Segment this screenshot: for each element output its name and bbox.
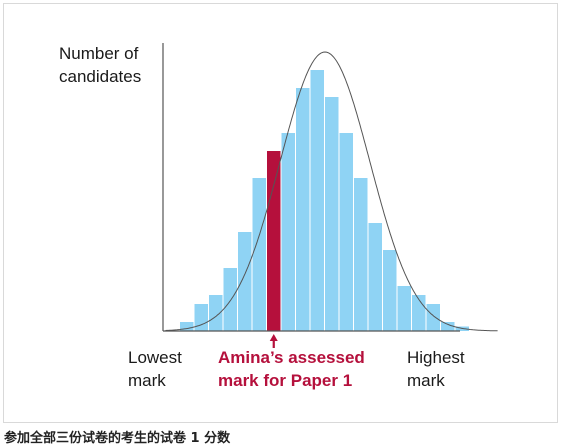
normal-curve	[165, 51, 498, 332]
histogram-bar	[354, 178, 368, 331]
histogram-bar	[209, 295, 223, 331]
histogram-bar	[426, 304, 440, 331]
histogram-bar	[397, 286, 411, 331]
histogram-bar	[383, 250, 397, 331]
histogram-bar	[281, 133, 295, 331]
histogram-bar	[441, 322, 455, 331]
histogram-bar	[296, 88, 310, 331]
y-axis-label: Number of candidates	[59, 44, 142, 86]
highest-mark-label: Highest mark	[407, 348, 465, 390]
highlight-label: Amina’s assessed mark for Paper 1	[218, 348, 365, 390]
histogram-bar	[223, 268, 237, 331]
histogram-bar	[194, 304, 208, 331]
histogram-bar	[238, 232, 252, 331]
histogram-bar	[310, 70, 324, 331]
highlight-arrow	[269, 334, 278, 348]
figure-caption: 参加全部三份试卷的考生的试卷 1 分数	[4, 431, 231, 446]
histogram-bar	[368, 223, 382, 331]
histogram-bar	[412, 295, 426, 331]
histogram-bar	[339, 133, 353, 331]
arrow-head	[269, 334, 278, 341]
histogram-bar	[325, 97, 339, 331]
highlight-bar	[267, 151, 281, 331]
histogram-bars	[180, 70, 469, 331]
histogram-bar	[180, 322, 194, 331]
lowest-mark-label: Lowest mark	[128, 348, 182, 390]
histogram-bar	[252, 178, 266, 331]
